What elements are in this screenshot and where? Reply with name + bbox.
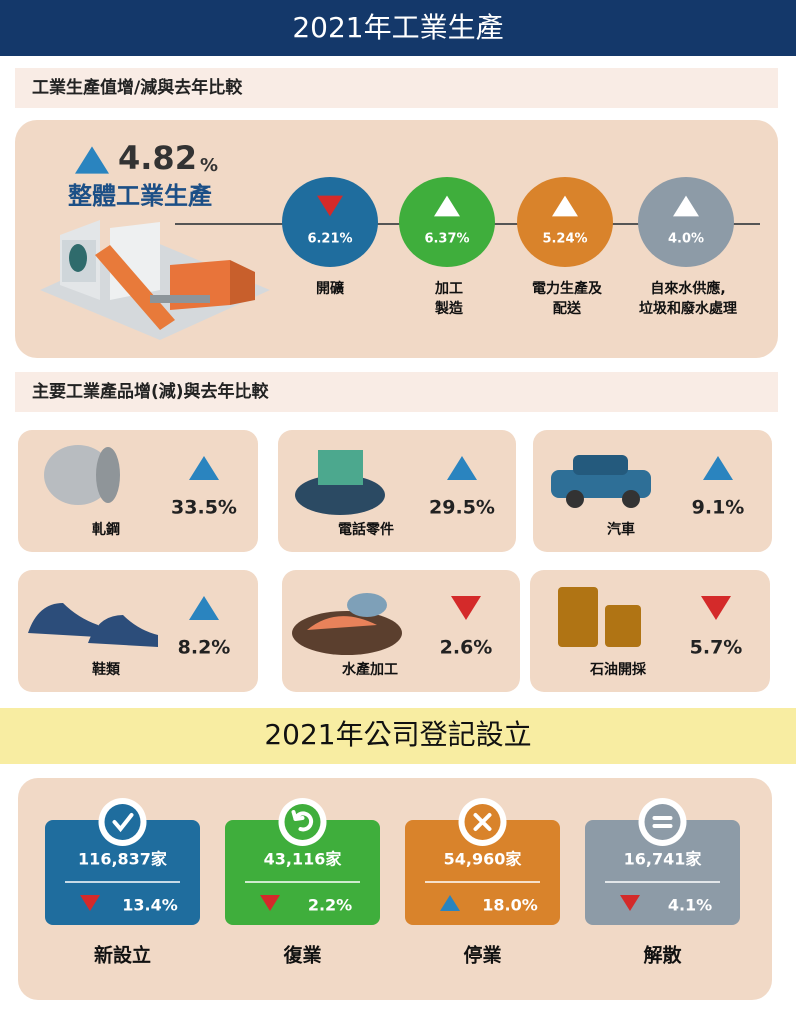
header-bar <box>0 0 796 56</box>
sector-label: 配送 <box>553 300 582 317</box>
status-icon <box>284 804 321 840</box>
product-label: 石油開採 <box>589 661 647 678</box>
sector-change: 5.24% <box>542 232 587 247</box>
overall-unit: % <box>200 155 218 176</box>
sector-change: 6.37% <box>424 232 469 247</box>
section-heading-bar <box>15 68 778 108</box>
product-label: 汽車 <box>607 521 635 538</box>
page-title: 2021年工業生產 <box>292 11 503 44</box>
product-change: 2.6% <box>440 637 493 659</box>
status-glyph <box>112 813 134 833</box>
product-label: 電話零件 <box>338 521 394 538</box>
status-glyph <box>291 810 314 832</box>
company-label: 新設立 <box>94 944 151 967</box>
icon-shape <box>573 455 628 475</box>
company-card <box>405 820 560 925</box>
icon-shape <box>622 490 640 508</box>
product-icon <box>44 445 120 505</box>
company-label: 停業 <box>463 944 501 967</box>
company-change: 18.0% <box>482 896 538 915</box>
icon-shape <box>566 490 584 508</box>
company-change: 2.2% <box>308 896 352 915</box>
direction-arrow <box>317 195 343 217</box>
product-icon <box>551 455 651 508</box>
icon-shape <box>307 616 377 630</box>
icon-shape <box>605 605 641 647</box>
direction-arrow <box>260 895 280 911</box>
sector-circle <box>399 177 495 267</box>
product-icon <box>28 603 158 647</box>
product-label: 軋鋼 <box>92 521 120 538</box>
direction-arrow <box>451 596 481 620</box>
direction-arrow <box>703 456 733 480</box>
product-label: 水產加工 <box>342 661 398 678</box>
section-title: 2021年公司登記設立 <box>264 718 531 751</box>
direction-arrow <box>80 895 100 911</box>
sector-label: 垃圾和廢水處理 <box>639 300 737 317</box>
icon-shape <box>88 615 158 647</box>
company-count: 54,960家 <box>444 850 523 869</box>
company-count: 43,116家 <box>264 850 343 869</box>
product-change: 9.1% <box>692 497 745 519</box>
sector-circle <box>638 177 734 267</box>
sector-label: 電力生產及 <box>532 280 603 297</box>
direction-arrow <box>701 596 731 620</box>
sector-label: 開礦 <box>316 280 344 297</box>
icon-shape <box>318 450 363 485</box>
company-label: 解散 <box>643 944 682 967</box>
product-icon <box>558 587 641 647</box>
companies-panel <box>18 778 772 1000</box>
company-change: 4.1% <box>668 896 712 915</box>
direction-arrow <box>673 195 699 217</box>
sector-change: 4.0% <box>668 232 704 247</box>
direction-arrow <box>189 596 219 620</box>
overall-label: 整體工業生產 <box>68 182 212 210</box>
product-change: 33.5% <box>171 497 237 519</box>
direction-arrow <box>552 195 578 217</box>
direction-arrow <box>189 456 219 480</box>
sector-circle <box>282 177 378 267</box>
overall-change: 4.82 <box>118 139 197 177</box>
direction-arrow <box>447 456 477 480</box>
direction-arrow <box>440 895 460 911</box>
sector-circle <box>517 177 613 267</box>
sector-label: 製造 <box>434 300 464 317</box>
direction-arrow <box>434 195 460 217</box>
sector-change: 6.21% <box>307 232 352 247</box>
status-glyph <box>652 816 673 828</box>
product-icon <box>295 450 385 515</box>
icon-shape <box>558 587 598 647</box>
icon-shape <box>96 447 120 503</box>
product-change: 29.5% <box>429 497 495 519</box>
icon-shape <box>44 445 112 505</box>
direction-arrow <box>620 895 640 911</box>
product-icon <box>292 593 402 655</box>
factory-illustration <box>40 220 270 340</box>
status-glyph <box>473 813 492 831</box>
icon-shape <box>347 593 387 617</box>
sector-label: 自來水供應, <box>650 280 725 297</box>
company-count: 116,837家 <box>78 850 168 869</box>
product-label: 鞋類 <box>92 661 121 678</box>
direction-arrow <box>75 146 109 174</box>
company-label: 復業 <box>283 944 321 967</box>
icon-shape <box>28 603 98 637</box>
status-icon <box>104 804 141 840</box>
product-change: 8.2% <box>178 637 231 659</box>
status-icon <box>644 804 681 840</box>
section-heading: 工業生產值增/減與去年比較 <box>32 77 243 98</box>
section-heading: 主要工業產品增(減)與去年比較 <box>32 381 270 402</box>
sector-label: 加工 <box>434 281 463 297</box>
section-title-bar <box>0 708 796 764</box>
company-count: 16,741家 <box>624 850 703 869</box>
product-change: 5.7% <box>690 637 743 659</box>
company-change: 13.4% <box>122 896 178 915</box>
section-heading-bar <box>15 372 778 412</box>
